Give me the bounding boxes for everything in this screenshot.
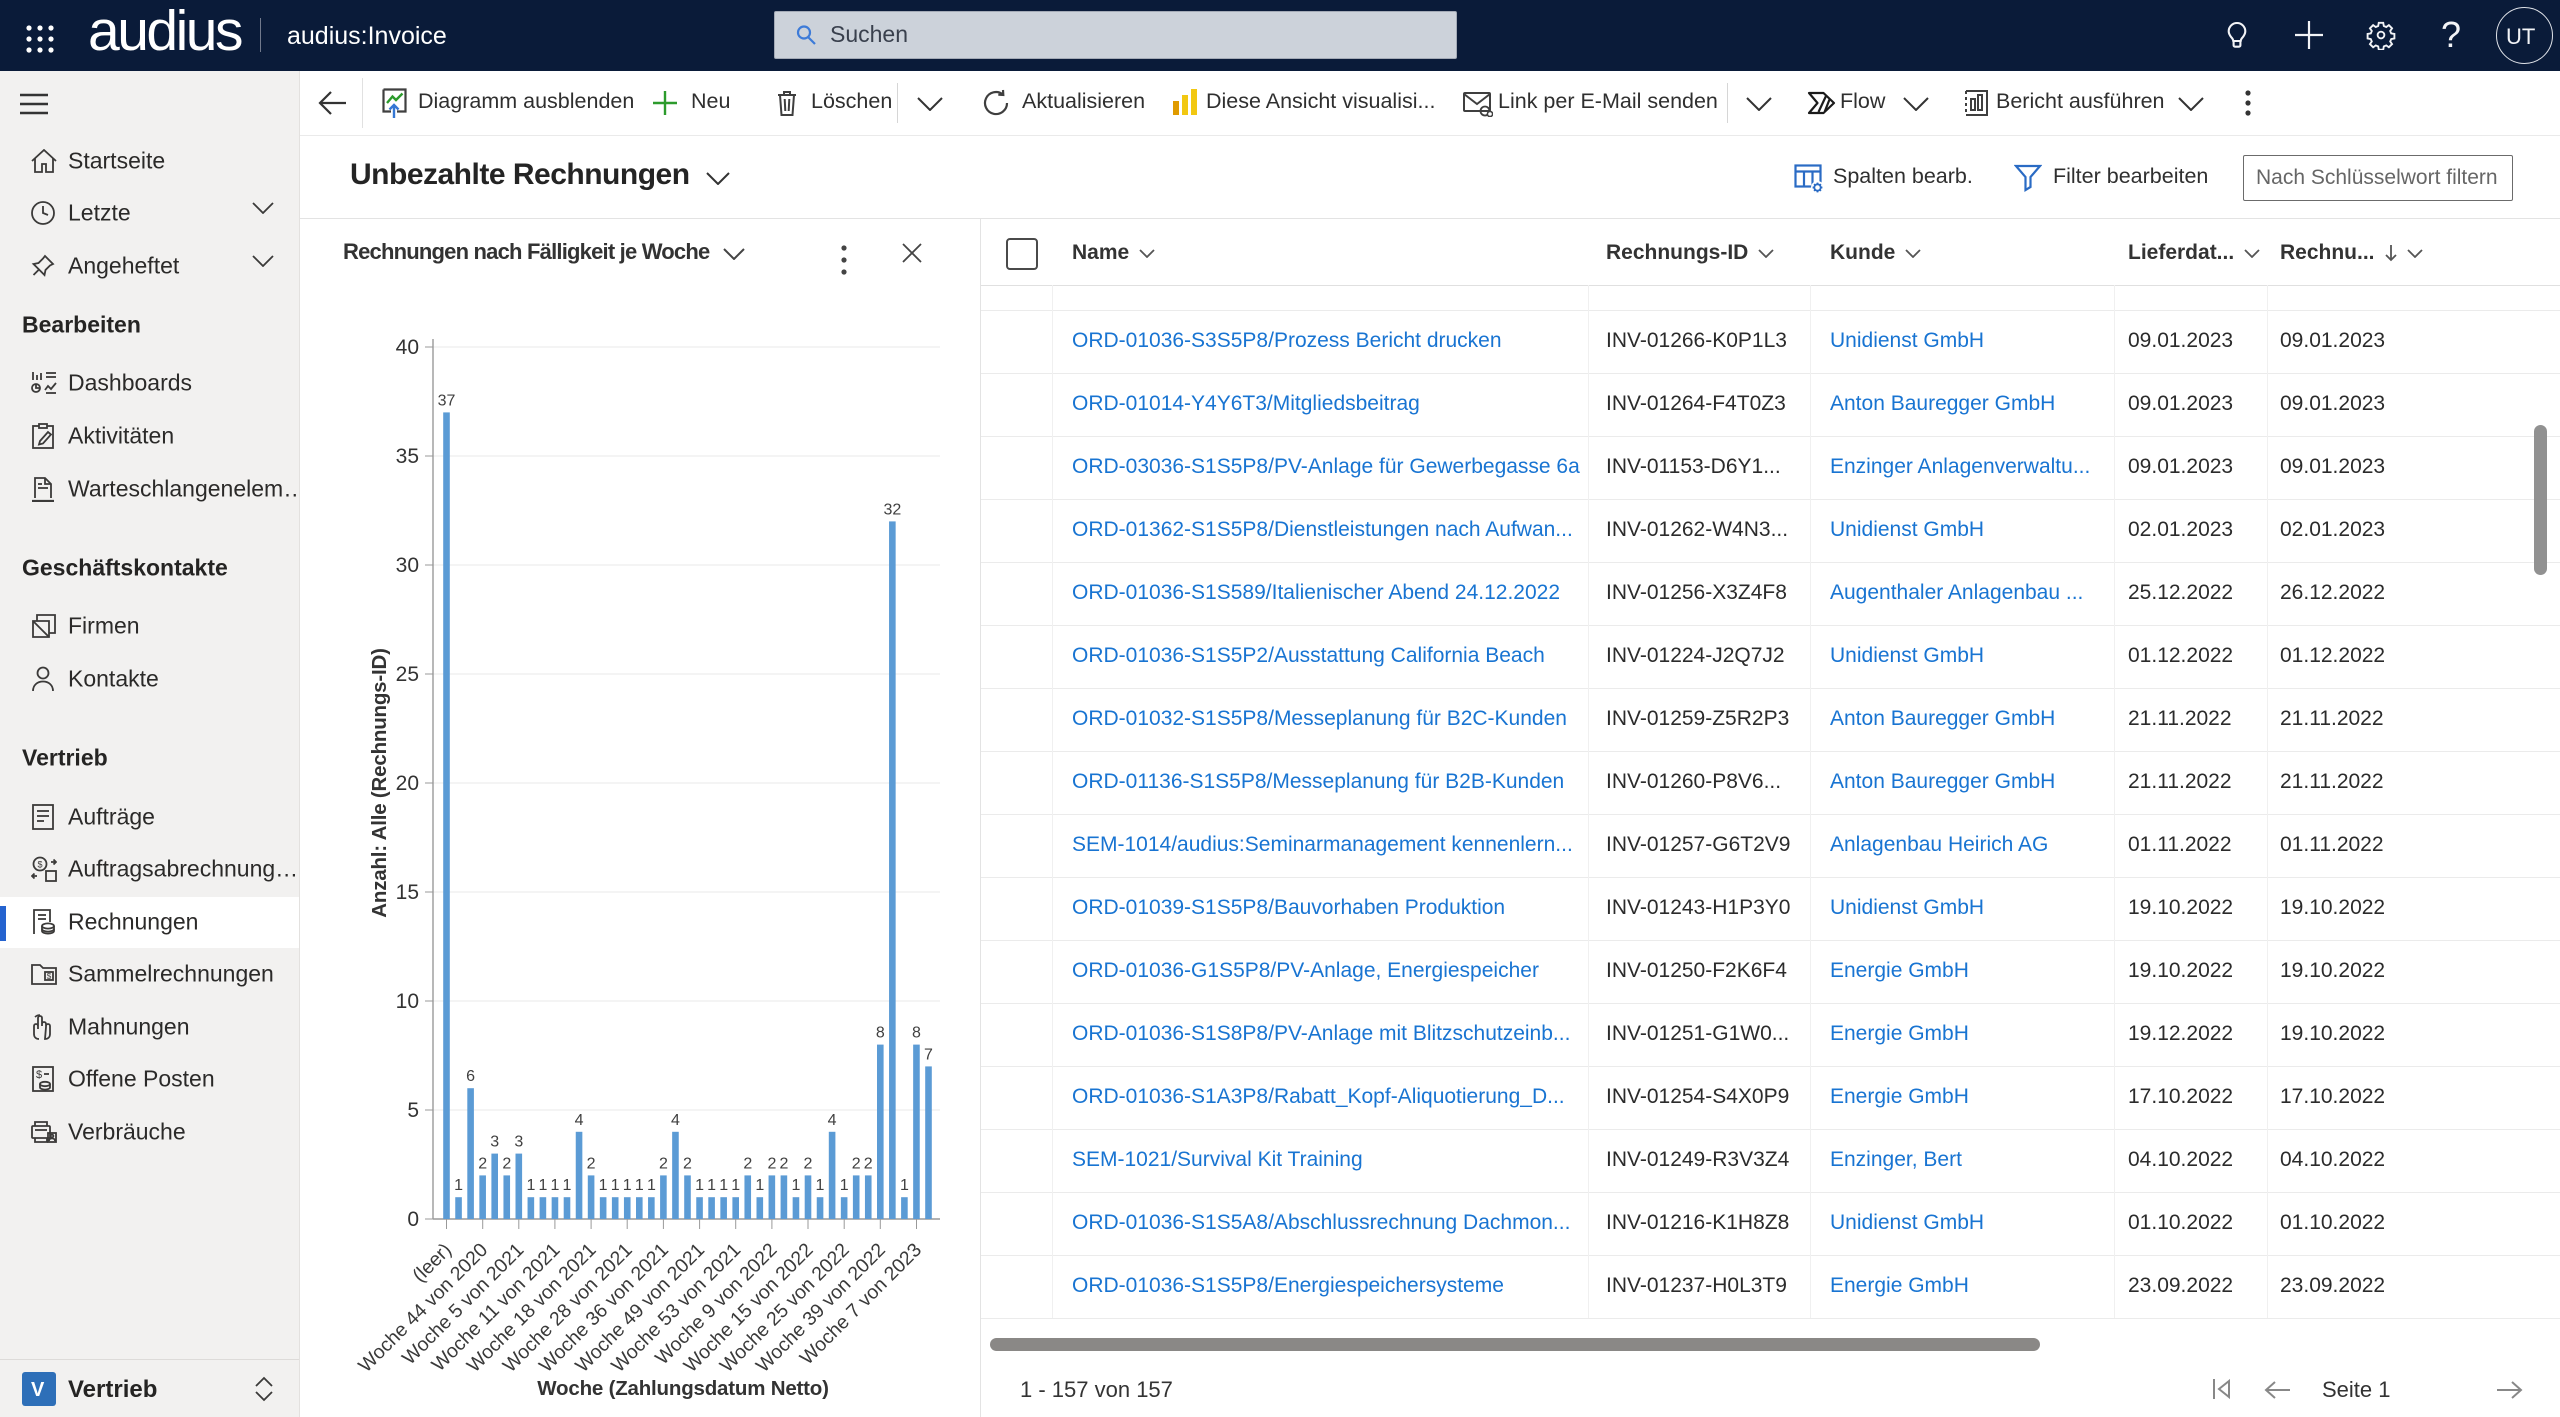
svg-text:30: 30 (396, 554, 419, 577)
svg-text:1: 1 (816, 1177, 825, 1194)
svg-text:5: 5 (407, 1099, 419, 1122)
svg-text:1: 1 (563, 1177, 572, 1194)
svg-text:1: 1 (840, 1177, 849, 1194)
svg-text:2: 2 (767, 1155, 776, 1172)
svg-text:1: 1 (719, 1177, 728, 1194)
svg-text:7: 7 (924, 1046, 933, 1063)
svg-text:1: 1 (538, 1177, 547, 1194)
svg-text:2: 2 (864, 1155, 873, 1172)
svg-text:Anzahl: Alle (Rechnungs-ID): Anzahl: Alle (Rechnungs-ID) (368, 648, 391, 917)
svg-text:4: 4 (828, 1112, 837, 1129)
svg-text:2: 2 (502, 1155, 511, 1172)
svg-text:1: 1 (611, 1177, 620, 1194)
svg-text:1: 1 (755, 1177, 764, 1194)
svg-text:1: 1 (599, 1177, 608, 1194)
svg-text:3: 3 (514, 1134, 523, 1151)
svg-text:32: 32 (884, 501, 902, 518)
svg-text:2: 2 (804, 1155, 813, 1172)
svg-text:1: 1 (623, 1177, 632, 1194)
svg-text:8: 8 (876, 1025, 885, 1042)
svg-text:20: 20 (396, 772, 419, 795)
svg-text:1: 1 (792, 1177, 801, 1194)
svg-text:37: 37 (438, 392, 456, 409)
svg-text:4: 4 (575, 1112, 584, 1129)
svg-text:15: 15 (396, 881, 419, 904)
svg-text:1: 1 (526, 1177, 535, 1194)
svg-text:2: 2 (779, 1155, 788, 1172)
svg-text:1: 1 (635, 1177, 644, 1194)
svg-text:8: 8 (912, 1025, 921, 1042)
svg-text:1: 1 (550, 1177, 559, 1194)
svg-text:2: 2 (478, 1155, 487, 1172)
svg-text:2: 2 (659, 1155, 668, 1172)
svg-text:25: 25 (396, 663, 419, 686)
svg-text:1: 1 (707, 1177, 716, 1194)
svg-text:2: 2 (683, 1155, 692, 1172)
svg-text:10: 10 (396, 990, 419, 1013)
svg-text:$: $ (47, 972, 52, 981)
svg-text:1: 1 (695, 1177, 704, 1194)
svg-text:1: 1 (900, 1177, 909, 1194)
svg-text:2: 2 (743, 1155, 752, 1172)
svg-text:2: 2 (852, 1155, 861, 1172)
svg-text:0: 0 (407, 1208, 419, 1231)
svg-text:4: 4 (671, 1112, 680, 1129)
svg-text:$: $ (37, 860, 42, 870)
svg-text:$: $ (36, 1069, 42, 1081)
svg-text:1: 1 (647, 1177, 656, 1194)
svg-text:1: 1 (731, 1177, 740, 1194)
svg-text:3: 3 (490, 1134, 499, 1151)
svg-text:1: 1 (454, 1177, 463, 1194)
svg-text:2: 2 (587, 1155, 596, 1172)
svg-text:6: 6 (466, 1068, 475, 1085)
svg-text:40: 40 (396, 336, 419, 359)
svg-text:35: 35 (396, 445, 419, 468)
svg-text:Woche (Zahlungsdatum Netto): Woche (Zahlungsdatum Netto) (537, 1377, 828, 1400)
